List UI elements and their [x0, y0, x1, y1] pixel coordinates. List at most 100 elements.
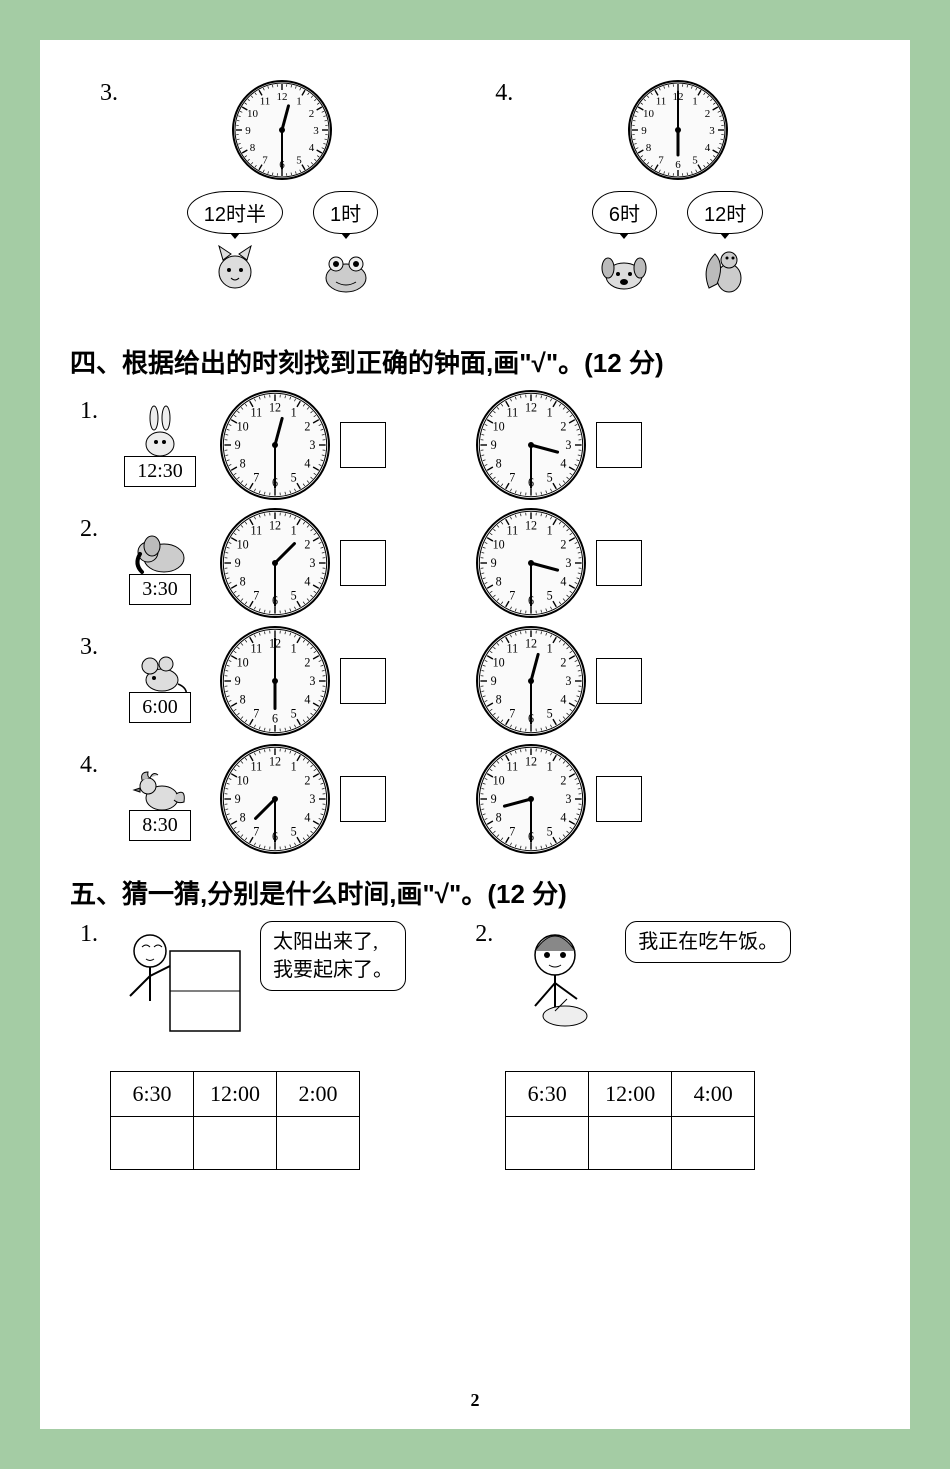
answer-box[interactable]	[340, 776, 386, 822]
svg-text:8: 8	[240, 811, 246, 825]
section-4-items: 1. 12:30 123456789101112 123456789101112…	[70, 390, 880, 854]
option-cell: 2:00	[277, 1072, 360, 1117]
worksheet-page: 3. 123456789101112 12时半 1时	[40, 40, 910, 1429]
svg-text:8: 8	[240, 693, 246, 707]
top-questions-row: 3. 123456789101112 12时半 1时	[70, 80, 880, 323]
answer-box[interactable]	[596, 422, 642, 468]
match-row: 2. 3:30 123456789101112 123456789101112	[70, 508, 880, 618]
answer-table-2: 6:30 12:00 4:00	[505, 1071, 755, 1170]
svg-text:5: 5	[297, 154, 303, 166]
option-2: 12时	[687, 191, 763, 303]
svg-text:3: 3	[309, 556, 315, 570]
speech-bubble: 12时半	[187, 191, 283, 234]
section-5-row: 1. 太阳出来了, 我要起床了。 6:30 12:00	[70, 921, 880, 1170]
match-row: 4. 8:30 123456789101112 123456789101112	[70, 744, 880, 854]
svg-text:3: 3	[565, 556, 571, 570]
question-number: 3.	[100, 80, 118, 107]
svg-text:7: 7	[509, 470, 515, 484]
svg-text:12: 12	[269, 401, 281, 415]
svg-text:5: 5	[547, 706, 553, 720]
svg-text:5: 5	[547, 470, 553, 484]
svg-text:3: 3	[565, 438, 571, 452]
svg-text:12: 12	[269, 519, 281, 533]
svg-text:11: 11	[506, 642, 518, 656]
frog-icon	[316, 238, 376, 303]
option-cell: 12:00	[194, 1072, 277, 1117]
svg-text:5: 5	[547, 824, 553, 838]
svg-text:11: 11	[506, 524, 518, 538]
svg-text:8: 8	[496, 693, 502, 707]
svg-text:6: 6	[675, 159, 681, 171]
clock-option-a: 123456789101112	[220, 744, 386, 854]
dog-icon	[594, 238, 654, 303]
svg-text:4: 4	[309, 142, 315, 154]
answer-box[interactable]	[506, 1117, 589, 1170]
clock-option-b: 123456789101112	[476, 508, 642, 618]
svg-text:7: 7	[253, 706, 259, 720]
time-label: 3:30	[129, 574, 191, 605]
answer-box[interactable]	[596, 658, 642, 704]
squirrel-icon	[695, 238, 755, 303]
svg-text:12: 12	[525, 637, 537, 651]
svg-text:11: 11	[506, 760, 518, 774]
answer-box[interactable]	[596, 776, 642, 822]
svg-text:3: 3	[309, 792, 315, 806]
answer-box[interactable]	[589, 1117, 672, 1170]
answer-box[interactable]	[596, 540, 642, 586]
svg-text:7: 7	[509, 706, 515, 720]
svg-text:7: 7	[253, 824, 259, 838]
scene-text: 太阳出来了, 我要起床了。	[260, 921, 406, 991]
svg-text:1: 1	[291, 406, 297, 420]
svg-text:12: 12	[277, 91, 288, 103]
question-number: 4.	[80, 752, 98, 779]
svg-text:1: 1	[692, 96, 698, 108]
option-cell: 6:30	[506, 1072, 589, 1117]
answer-box[interactable]	[340, 540, 386, 586]
answer-box[interactable]	[672, 1117, 755, 1170]
answer-box[interactable]	[194, 1117, 277, 1170]
clock-option-a: 123456789101112	[220, 626, 386, 736]
svg-text:2: 2	[560, 655, 566, 669]
svg-text:7: 7	[253, 470, 259, 484]
match-row: 1. 12:30 123456789101112 123456789101112	[70, 390, 880, 500]
svg-text:7: 7	[509, 824, 515, 838]
line2: 我要起床了。	[273, 959, 393, 981]
clock-option-b: 123456789101112	[476, 390, 642, 500]
svg-text:8: 8	[496, 457, 502, 471]
svg-text:2: 2	[560, 773, 566, 787]
question-number: 2.	[80, 516, 98, 543]
svg-text:1: 1	[291, 524, 297, 538]
svg-text:1: 1	[547, 642, 553, 656]
clock-q3: 123456789101112	[232, 80, 332, 185]
svg-text:2: 2	[304, 773, 310, 787]
animal-and-label: 6:00	[110, 640, 210, 723]
answer-box[interactable]	[340, 422, 386, 468]
svg-text:4: 4	[304, 693, 310, 707]
svg-text:5: 5	[291, 706, 297, 720]
svg-text:7: 7	[509, 588, 515, 602]
background-frame: 3. 123456789101112 12时半 1时	[0, 0, 950, 1469]
svg-text:4: 4	[304, 811, 310, 825]
page-number: 2	[471, 1390, 480, 1411]
animal-and-label: 12:30	[110, 404, 210, 487]
speech-bubble: 12时	[687, 191, 763, 234]
option-cell: 4:00	[672, 1072, 755, 1117]
svg-text:1: 1	[547, 406, 553, 420]
answer-box[interactable]	[111, 1117, 194, 1170]
svg-text:10: 10	[493, 773, 505, 787]
svg-text:9: 9	[491, 438, 497, 452]
svg-text:4: 4	[560, 457, 566, 471]
svg-text:3: 3	[314, 125, 320, 137]
svg-text:8: 8	[250, 142, 256, 154]
svg-text:2: 2	[560, 419, 566, 433]
svg-text:11: 11	[260, 96, 271, 108]
answer-box[interactable]	[277, 1117, 360, 1170]
svg-text:3: 3	[309, 674, 315, 688]
answer-box[interactable]	[340, 658, 386, 704]
clock-q4: 123456789101112	[628, 80, 728, 185]
svg-text:7: 7	[253, 588, 259, 602]
svg-text:11: 11	[250, 642, 262, 656]
speech-bubble: 6时	[592, 191, 657, 234]
svg-text:1: 1	[297, 96, 303, 108]
svg-text:4: 4	[304, 457, 310, 471]
